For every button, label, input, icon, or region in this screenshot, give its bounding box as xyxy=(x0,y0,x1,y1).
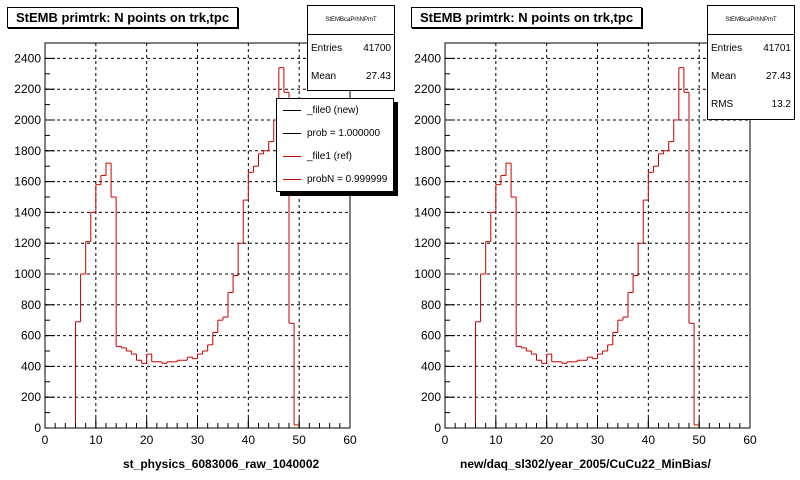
right-y-tick-label: 1600 xyxy=(414,175,441,189)
right-x-tick-label: 60 xyxy=(743,433,757,447)
right-y-tick-label: 2400 xyxy=(414,51,441,65)
left-y-tick-label: 2200 xyxy=(14,82,41,96)
legend-entry-new: _file0 (new) xyxy=(277,99,393,122)
left-y-tick-label: 1000 xyxy=(14,267,41,281)
legend-label-prob: prob = 1.000000 xyxy=(307,128,381,139)
left-x-tick-label: 40 xyxy=(242,433,256,447)
right-stats-box: StEMBcaPrhNPmT Entries 41701 Mean 27.43 … xyxy=(707,5,795,120)
right-x-tick-label: 0 xyxy=(442,433,449,447)
legend-entry-prob: prob = 1.000000 xyxy=(277,122,393,145)
right-rms-label: RMS xyxy=(711,99,734,110)
left-mean-value: 27.43 xyxy=(365,71,391,82)
left-y-tick-label: 600 xyxy=(21,329,41,343)
left-legend: _file0 (new) prob = 1.000000 _file1 (ref… xyxy=(276,98,394,192)
left-y-tick-label: 1200 xyxy=(14,236,41,250)
left-mean-label: Mean xyxy=(311,71,337,82)
right-stats-rms: RMS 13.2 xyxy=(708,91,794,119)
right-y-tick-label: 0 xyxy=(434,421,441,435)
left-x-tick-label: 30 xyxy=(191,433,205,447)
right-y-tick-label: 1000 xyxy=(414,267,441,281)
right-y-tick-label: 400 xyxy=(421,359,441,373)
left-stats-box: StEMBcaPrhNPmT Entries 41700 Mean 27.43 xyxy=(307,5,395,91)
right-y-tick-label: 800 xyxy=(421,298,441,312)
left-stats-mean: Mean 27.43 xyxy=(308,63,394,91)
right-x-tick-label: 40 xyxy=(642,433,656,447)
left-plot-title: StEMB primtrk: N points on trk,tpc xyxy=(7,7,239,28)
left-stats-entries: Entries 41700 xyxy=(308,35,394,63)
right-histogram-plot: 0 10 20 30 40 50 60020040060080010001200140016… xyxy=(414,42,757,447)
left-x-tick-label: 10 xyxy=(89,433,103,447)
left-y-tick-label: 1400 xyxy=(14,205,41,219)
left-x-tick-label: 60 xyxy=(343,433,357,447)
left-x-axis-title: st_physics_6083006_raw_1040002 xyxy=(123,457,320,471)
right-x-axis-title: new/daq_sl302/year_2005/CuCu22_MinBias/ xyxy=(460,457,711,471)
left-y-tick-label: 2000 xyxy=(14,113,41,127)
left-y-tick-label: 2400 xyxy=(14,51,41,65)
legend-swatch-prob xyxy=(283,133,301,134)
left-x-tick-label: 0 xyxy=(42,433,49,447)
right-entries-label: Entries xyxy=(711,43,743,54)
right-x-tick-label: 10 xyxy=(489,433,503,447)
legend-label-probn: probN = 0.999999 xyxy=(307,174,388,185)
left-y-tick-label: 0 xyxy=(34,421,41,435)
left-entries-label: Entries xyxy=(311,43,343,54)
right-y-tick-label: 1200 xyxy=(414,236,441,250)
legend-swatch-ref xyxy=(283,156,301,157)
legend-swatch-new xyxy=(283,110,301,111)
right-y-tick-label: 600 xyxy=(421,329,441,343)
right-x-tick-label: 30 xyxy=(591,433,605,447)
right-y-tick-label: 2000 xyxy=(414,113,441,127)
legend-label-ref: _file1 (ref) xyxy=(307,151,353,162)
left-y-tick-label: 1600 xyxy=(14,175,41,189)
left-y-tick-label: 1800 xyxy=(14,144,41,158)
left-y-tick-label: 400 xyxy=(21,359,41,373)
right-x-tick-label: 50 xyxy=(692,433,706,447)
right-y-tick-label: 1400 xyxy=(414,205,441,219)
right-stats-header: StEMBcaPrhNPmT xyxy=(708,6,794,35)
left-panel: 0 10 20 30 40 50 60 0 200 400 600 800 1000 1200 1400 16… xyxy=(7,5,395,471)
right-panel: 0 10 20 30 40 50 60 0 200 400 600 800 1000 1200 1400 16… xyxy=(400,0,800,480)
left-entries-value: 41700 xyxy=(363,43,391,54)
right-rms-value: 13.2 xyxy=(771,99,791,110)
right-mean-value: 27.43 xyxy=(765,71,791,82)
left-y-tick-label: 200 xyxy=(21,390,41,404)
right-y-tick-label: 1800 xyxy=(414,144,441,158)
left-y-tick-label: 800 xyxy=(21,298,41,312)
right-y-tick-label: 2200 xyxy=(414,82,441,96)
right-entries-value: 41701 xyxy=(763,43,791,54)
left-x-tick-label: 20 xyxy=(140,433,154,447)
legend-swatch-probn xyxy=(283,179,301,180)
right-stats-entries: Entries 41701 xyxy=(708,35,794,63)
legend-entry-ref: _file1 (ref) xyxy=(277,145,393,168)
right-stats-mean: Mean 27.43 xyxy=(708,63,794,91)
right-plot-title: StEMB primtrk: N points on trk,tpc xyxy=(411,7,643,28)
left-stats-header: StEMBcaPrhNPmT xyxy=(308,6,394,35)
left-x-tick-label: 50 xyxy=(292,433,306,447)
right-x-tick-label: 20 xyxy=(540,433,554,447)
right-y-tick-label: 200 xyxy=(421,390,441,404)
legend-label-new: _file0 (new) xyxy=(307,105,359,116)
legend-entry-probn: probN = 0.999999 xyxy=(277,168,393,191)
right-mean-label: Mean xyxy=(711,71,737,82)
